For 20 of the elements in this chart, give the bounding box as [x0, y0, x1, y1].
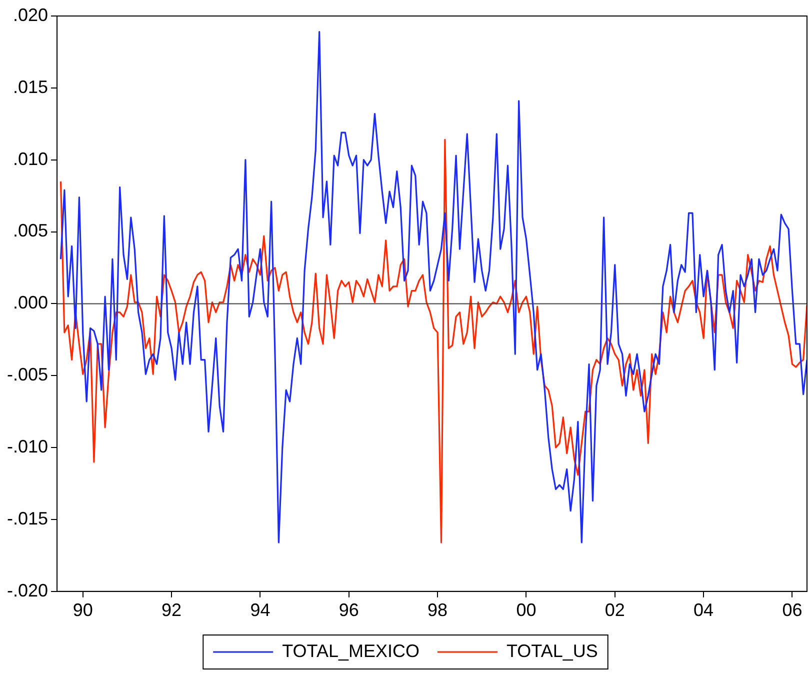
y-tick-label: -.020: [6, 580, 48, 600]
y-tick-label: -.015: [6, 508, 48, 528]
y-tick-label: .010: [12, 148, 48, 169]
y-tick-label: -.010: [6, 436, 48, 457]
x-tick-label: 90: [72, 600, 93, 620]
x-tick-label: 98: [428, 600, 448, 620]
y-tick-label: .005: [12, 220, 48, 241]
legend-label: TOTAL_US: [506, 640, 598, 661]
y-tick-label: .020: [12, 4, 48, 25]
x-tick-label: 06: [782, 600, 802, 620]
x-tick-label: 94: [250, 600, 270, 620]
x-tick-label: 04: [694, 600, 714, 620]
x-tick-label: 96: [338, 600, 359, 620]
y-tick-label: .000: [12, 292, 48, 313]
y-tick-label: .015: [12, 76, 48, 97]
legend-label: TOTAL_MEXICO: [282, 640, 420, 661]
x-tick-label: 00: [516, 600, 536, 620]
x-tick-label: 92: [162, 600, 182, 620]
x-tick-label: 02: [604, 600, 625, 620]
y-tick-label: -.005: [6, 364, 48, 385]
